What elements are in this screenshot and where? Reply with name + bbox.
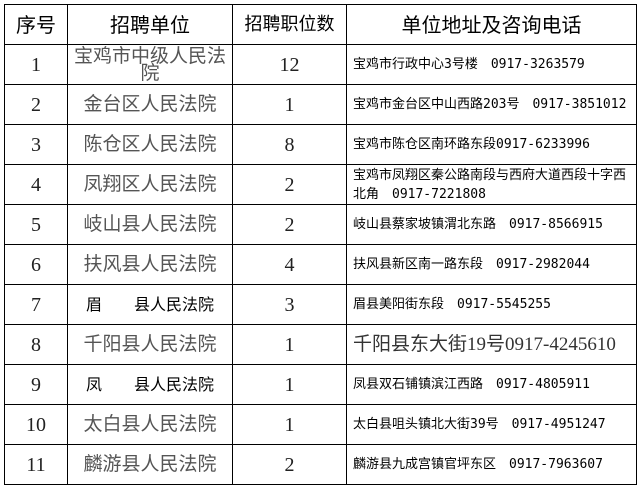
- table-row: 4 凤翔区人民法院 2 宝鸡市凤翔区秦公路南段与西府大道西段十字西北角 0917-72…: [4, 164, 637, 205]
- address-phone: 宝鸡市行政中心3号楼 0917-3263579: [346, 44, 637, 85]
- table-row: 11 麟游县人民法院 2 麟游县九成宫镇官坪东区 0917-7963607: [4, 444, 637, 485]
- row-number: 7: [4, 284, 68, 325]
- address-phone: 太白县咀头镇北大街39号 0917-4951247: [346, 404, 637, 445]
- address-phone: 凤县双石铺镇滨江西路 0917-4805911: [346, 364, 637, 405]
- address-phone: 宝鸡市金台区中山西路203号 0917-3851012: [346, 84, 637, 125]
- unit-name: 陈仓区人民法院: [67, 124, 233, 165]
- header-positions: 招聘职位数: [232, 4, 347, 45]
- position-count: 2: [232, 204, 347, 245]
- row-number: 11: [4, 444, 68, 485]
- position-count: 4: [232, 244, 347, 285]
- address-phone: 眉县美阳街东段 0917-5545255: [346, 284, 637, 325]
- table-row: 3 陈仓区人民法院 8 宝鸡市陈仓区南环路东段0917-6233996: [4, 124, 637, 165]
- position-count: 3: [232, 284, 347, 325]
- row-number: 2: [4, 84, 68, 125]
- table-row: 1 宝鸡市中级人民法院 12 宝鸡市行政中心3号楼 0917-3263579: [4, 44, 637, 85]
- address-phone: 宝鸡市凤翔区秦公路南段与西府大道西段十字西北角 0917-7221808: [346, 164, 637, 205]
- address-phone: 宝鸡市陈仓区南环路东段0917-6233996: [346, 124, 637, 165]
- table-row: 10 太白县人民法院 1 太白县咀头镇北大街39号 0917-4951247: [4, 404, 637, 445]
- row-number: 10: [4, 404, 68, 445]
- position-count: 8: [232, 124, 347, 165]
- table-row: 6 扶风县人民法院 4 扶风县新区南一路东段 0917-2982044: [4, 244, 637, 285]
- address-phone: 麟游县九成宫镇官坪东区 0917-7963607: [346, 444, 637, 485]
- position-count: 1: [232, 364, 347, 405]
- header-unit: 招聘单位: [67, 4, 233, 45]
- position-count: 2: [232, 444, 347, 485]
- position-count: 2: [232, 164, 347, 205]
- table-row: 8 千阳县人民法院 1 千阳县东大街19号0917-4245610: [4, 324, 637, 365]
- position-count: 1: [232, 324, 347, 365]
- position-count: 12: [232, 44, 347, 85]
- row-number: 6: [4, 244, 68, 285]
- recruitment-table: 序号 招聘单位 招聘职位数 单位地址及咨询电话 1 宝鸡市中级人民法院 12 宝鸡市行…: [4, 4, 637, 485]
- address-phone: 千阳县东大街19号0917-4245610: [346, 324, 637, 365]
- row-number: 8: [4, 324, 68, 365]
- unit-name: 凤 县人民法院: [67, 364, 233, 405]
- header-address: 单位地址及咨询电话: [346, 4, 637, 45]
- row-number: 1: [4, 44, 68, 85]
- address-phone: 岐山县蔡家坡镇渭北东路 0917-8566915: [346, 204, 637, 245]
- unit-name: 太白县人民法院: [67, 404, 233, 445]
- row-number: 3: [4, 124, 68, 165]
- unit-name: 岐山县人民法院: [67, 204, 233, 245]
- row-number: 4: [4, 164, 68, 205]
- row-number: 9: [4, 364, 68, 405]
- unit-name: 金台区人民法院: [67, 84, 233, 125]
- unit-name: 扶风县人民法院: [67, 244, 233, 285]
- table-row: 5 岐山县人民法院 2 岐山县蔡家坡镇渭北东路 0917-8566915: [4, 204, 637, 245]
- unit-name: 凤翔区人民法院: [67, 164, 233, 205]
- position-count: 1: [232, 404, 347, 445]
- header-no: 序号: [4, 4, 68, 45]
- unit-name: 眉 县人民法院: [67, 284, 233, 325]
- header-row: 序号 招聘单位 招聘职位数 单位地址及咨询电话: [4, 4, 637, 45]
- position-count: 1: [232, 84, 347, 125]
- table-row: 2 金台区人民法院 1 宝鸡市金台区中山西路203号 0917-3851012: [4, 84, 637, 125]
- unit-name: 麟游县人民法院: [67, 444, 233, 485]
- address-phone: 扶风县新区南一路东段 0917-2982044: [346, 244, 637, 285]
- unit-name: 宝鸡市中级人民法院: [67, 44, 233, 85]
- unit-name: 千阳县人民法院: [67, 324, 233, 365]
- row-number: 5: [4, 204, 68, 245]
